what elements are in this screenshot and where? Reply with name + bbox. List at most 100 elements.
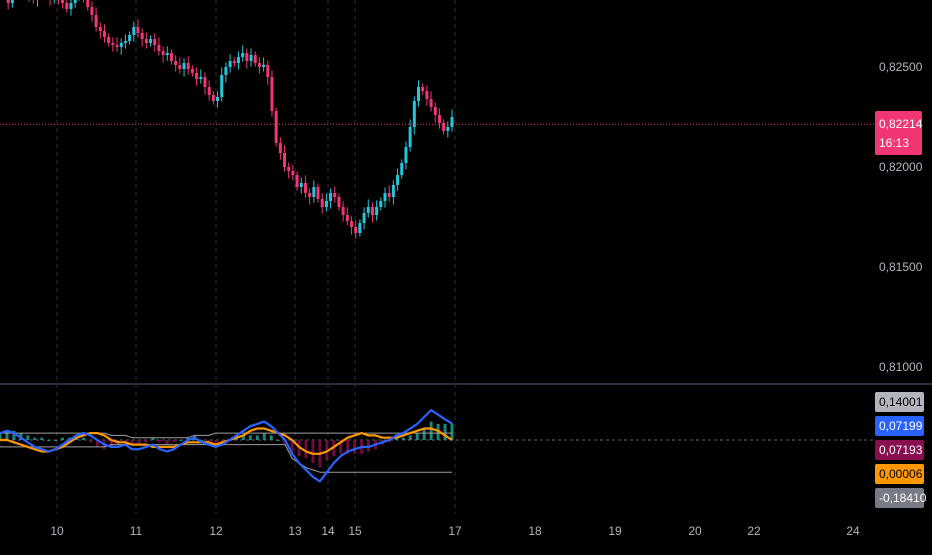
candle-body[interactable] <box>391 185 395 197</box>
indicator-pane[interactable] <box>0 409 454 483</box>
candle-body[interactable] <box>442 123 446 131</box>
candle-body[interactable] <box>161 51 165 55</box>
candle-body[interactable] <box>236 57 240 63</box>
candle-body[interactable] <box>232 61 236 63</box>
candle-body[interactable] <box>98 27 102 31</box>
candle-body[interactable] <box>396 175 400 185</box>
candle-body[interactable] <box>303 183 307 193</box>
histogram-bar[interactable] <box>123 440 127 443</box>
candle-body[interactable] <box>370 207 374 215</box>
histogram-bar[interactable] <box>144 440 148 443</box>
candle-body[interactable] <box>169 53 173 61</box>
candle-body[interactable] <box>333 193 337 197</box>
histogram-bar[interactable] <box>276 440 280 441</box>
candle-body[interactable] <box>450 117 454 127</box>
candle-body[interactable] <box>400 163 404 175</box>
candle-body[interactable] <box>94 15 98 27</box>
histogram-bar[interactable] <box>47 440 51 441</box>
histogram-bar[interactable] <box>130 440 134 445</box>
time-axis[interactable]: 10 11 12 13 14 15 17 18 19 20 22 24 <box>50 524 860 538</box>
histogram-bar[interactable] <box>346 440 350 454</box>
candle-body[interactable] <box>329 193 333 201</box>
candle-body[interactable] <box>404 147 408 163</box>
price-axis[interactable]: 0,82500 0,82000 0,81500 0,81000 <box>879 60 923 374</box>
histogram-bar[interactable] <box>234 437 238 440</box>
candle-body[interactable] <box>345 215 349 221</box>
candle-body[interactable] <box>429 99 433 107</box>
candle-body[interactable] <box>437 115 441 123</box>
candle-body[interactable] <box>90 7 94 15</box>
candle-body[interactable] <box>337 197 341 207</box>
candle-body[interactable] <box>186 63 190 69</box>
candle-body[interactable] <box>291 171 295 175</box>
histogram-bar[interactable] <box>54 440 58 441</box>
histogram-bar[interactable] <box>12 430 16 440</box>
histogram-bar[interactable] <box>0 433 2 440</box>
indicator-price-axis[interactable]: 0,14001 0,07199 0,07193 0,00006 -0,18410 <box>875 392 927 508</box>
candle-body[interactable] <box>383 193 387 201</box>
candle-body[interactable] <box>433 107 437 115</box>
histogram-bar[interactable] <box>186 437 190 440</box>
candle-body[interactable] <box>111 43 115 45</box>
candle-body[interactable] <box>425 91 429 99</box>
candle-body[interactable] <box>316 187 320 199</box>
candle-body[interactable] <box>123 41 127 43</box>
histogram-bar[interactable] <box>339 440 343 454</box>
histogram-bar[interactable] <box>422 428 426 441</box>
candle-body[interactable] <box>140 33 144 39</box>
candle-body[interactable] <box>299 183 303 187</box>
histogram-bar[interactable] <box>40 437 44 440</box>
candle-body[interactable] <box>220 75 224 97</box>
candle-body[interactable] <box>262 65 266 67</box>
histogram-bar[interactable] <box>304 440 308 459</box>
candle-body[interactable] <box>65 3 69 9</box>
candle-body[interactable] <box>270 77 274 111</box>
histogram-bar[interactable] <box>450 423 454 440</box>
histogram-bar[interactable] <box>172 440 176 443</box>
histogram-bar[interactable] <box>353 440 357 454</box>
histogram-bar[interactable] <box>367 440 371 452</box>
candle-body[interactable] <box>174 61 178 65</box>
histogram-bar[interactable] <box>61 437 65 440</box>
candle-body[interactable] <box>266 65 270 77</box>
histogram-bar[interactable] <box>137 440 141 445</box>
histogram-bar[interactable] <box>401 437 405 440</box>
candle-body[interactable] <box>324 201 328 207</box>
histogram-bar[interactable] <box>81 437 85 440</box>
candle-body[interactable] <box>287 167 291 171</box>
candle-body[interactable] <box>241 53 245 57</box>
candle-body[interactable] <box>128 35 132 41</box>
candle-body[interactable] <box>157 45 161 51</box>
candle-body[interactable] <box>107 37 111 43</box>
histogram-bar[interactable] <box>151 437 155 440</box>
candle-body[interactable] <box>224 67 228 75</box>
candle-body[interactable] <box>312 187 316 197</box>
histogram-bar[interactable] <box>200 440 204 441</box>
indicator-series-3[interactable] <box>0 444 452 473</box>
candle-body[interactable] <box>203 77 207 87</box>
candle-body[interactable] <box>295 175 299 187</box>
histogram-bar[interactable] <box>214 440 218 443</box>
candle-body[interactable] <box>387 193 391 197</box>
histogram-bar[interactable] <box>241 435 245 440</box>
histogram-bar[interactable] <box>88 440 92 443</box>
candle-body[interactable] <box>253 55 257 63</box>
candle-body[interactable] <box>278 143 282 153</box>
candle-body[interactable] <box>211 95 215 101</box>
candle-body[interactable] <box>375 207 379 215</box>
histogram-bar[interactable] <box>429 421 433 440</box>
histogram-bar[interactable] <box>394 437 398 440</box>
candle-body[interactable] <box>73 0 77 3</box>
candle-body[interactable] <box>354 227 358 233</box>
histogram-bar[interactable] <box>415 433 419 440</box>
candle-body[interactable] <box>144 39 148 43</box>
candle-body[interactable] <box>274 111 278 143</box>
histogram-bar[interactable] <box>158 440 162 443</box>
candle-body[interactable] <box>61 0 65 3</box>
histogram-bar[interactable] <box>311 440 315 463</box>
histogram-bar[interactable] <box>408 435 412 440</box>
candle-body[interactable] <box>417 87 421 101</box>
candle-body[interactable] <box>69 3 73 9</box>
candle-body[interactable] <box>446 127 450 131</box>
